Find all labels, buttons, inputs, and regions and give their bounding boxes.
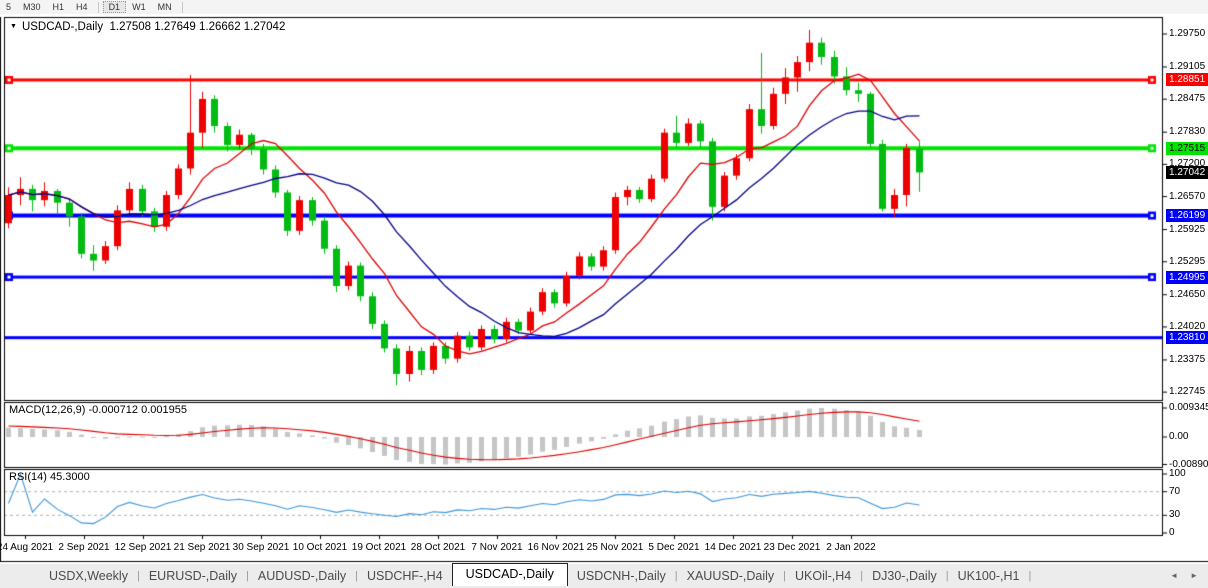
date-axis-label: 23 Dec 2021	[763, 542, 821, 553]
rsi-indicator-label: RSI(14) 45.3000	[9, 471, 90, 483]
rsi-axis-label: 30	[1169, 509, 1181, 521]
date-axis-label: 28 Oct 2021	[410, 542, 466, 553]
tab-audusd-daily[interactable]: AUDUSD-,Daily	[257, 569, 347, 583]
date-axis-label: 2 Sep 2021	[58, 542, 110, 553]
symbol-name: USDCAD-,Daily	[21, 21, 104, 33]
symbol-tab-bar: USDX,Weekly | EURUSD-,Daily | AUDUSD-,Da…	[0, 563, 1208, 588]
price-axis-label: 1.27200	[1169, 158, 1206, 170]
tab-uk100-h1[interactable]: UK100-,H1	[957, 569, 1020, 583]
date-axis-label: 10 Oct 2021	[292, 542, 348, 553]
timeframe-m30-button[interactable]: M30	[23, 2, 41, 12]
timeframe-d1-button[interactable]: D1	[102, 1, 127, 13]
tab-usdx-weekly[interactable]: USDX,Weekly	[49, 569, 128, 583]
date-axis-label: 7 Nov 2021	[471, 542, 523, 553]
tab-separator: |	[1028, 570, 1032, 582]
ohlc-values: 1.27508 1.27649 1.26662 1.27042	[109, 21, 286, 33]
macd-indicator-label: MACD(12,26,9) -0.000712 0.001955	[9, 404, 187, 416]
date-axis-label: 25 Nov 2021	[586, 542, 644, 553]
tab-separator: |	[945, 570, 949, 582]
date-axis-label: 14 Dec 2021	[704, 542, 762, 553]
price-axis-label: 1.24650	[1169, 288, 1206, 300]
tab-scroll-left-icon[interactable]: ◄	[1170, 571, 1179, 580]
chart-area: ▼ USDCAD-,Daily 1.27508 1.27649 1.26662 1…	[0, 14, 1208, 564]
timeframe-mn-button[interactable]: MN	[157, 2, 172, 12]
chart-title: ▼ USDCAD-,Daily 1.27508 1.27649 1.26662 1…	[10, 21, 285, 33]
tab-separator: |	[674, 570, 678, 582]
tab-separator: |	[860, 570, 864, 582]
price-badge: 1.27042	[1166, 165, 1208, 179]
date-axis-label: 21 Sep 2021	[173, 542, 231, 553]
timeframe-h1-button[interactable]: H1	[52, 2, 65, 12]
tab-separator: |	[783, 570, 786, 582]
rsi-name: RSI(14)	[9, 471, 47, 483]
date-axis-label: 30 Sep 2021	[232, 542, 290, 553]
tab-separator: |	[355, 570, 358, 582]
timeframe-w1-button[interactable]: W1	[132, 2, 146, 12]
macd-axis-label: 0.009345	[1169, 402, 1208, 413]
date-axis-label: 24 Aug 2021	[0, 542, 54, 553]
price-badge: 1.26199	[1166, 209, 1208, 223]
price-badge: 1.28851	[1166, 73, 1208, 87]
timeframe-h4-button[interactable]: H4	[76, 2, 88, 12]
window-menu-icon[interactable]: ▼	[10, 23, 17, 30]
price-axis-label: 1.29105	[1169, 60, 1206, 72]
date-axis-label: 19 Oct 2021	[351, 542, 407, 553]
price-chart-canvas[interactable]	[0, 14, 1208, 564]
tab-usdchf-h4[interactable]: USDCHF-,H4	[366, 569, 443, 583]
tab-separator: |	[136, 570, 140, 582]
price-badge: 1.24995	[1166, 270, 1208, 284]
price-axis-label: 1.26570	[1169, 190, 1206, 202]
rsi-axis-label: 100	[1169, 468, 1186, 479]
macd-axis-label: -0.008902	[1169, 458, 1208, 470]
tab-xauusd-daily[interactable]: XAUUSD-,Daily	[686, 569, 775, 583]
price-axis-label: 1.29750	[1169, 28, 1206, 39]
date-axis-label: 5 Dec 2021	[648, 542, 700, 553]
macd-axis-label: 0.00	[1169, 431, 1189, 442]
toolbar-separator	[181, 1, 183, 13]
macd-values: -0.000712 0.001955	[88, 404, 187, 416]
tab-usdcnh-daily[interactable]: USDCNH-,Daily	[576, 569, 666, 583]
price-axis-label: 1.28475	[1169, 93, 1206, 105]
macd-name: MACD(12,26,9)	[9, 404, 86, 416]
price-axis-label: 1.23375	[1169, 353, 1206, 365]
rsi-value: 45.3000	[49, 471, 90, 483]
price-axis-label: 1.22745	[1169, 386, 1206, 398]
tab-separator: |	[246, 570, 249, 582]
tab-ukoil-h4[interactable]: UKOil-,H4	[795, 569, 852, 583]
price-axis-label: 1.24020	[1169, 320, 1206, 332]
price-axis-label: 1.25925	[1169, 223, 1206, 235]
timeframe-toolbar: 5 M30 H1 H4 D1 W1 MN	[0, 0, 1208, 14]
date-axis-label: 16 Nov 2021	[527, 542, 585, 553]
timeframe-m5-button[interactable]: 5	[6, 2, 12, 12]
tab-eurusd-daily[interactable]: EURUSD-,Daily	[148, 569, 238, 583]
price-axis-label: 1.27830	[1169, 126, 1206, 138]
date-axis-label: 12 Sep 2021	[114, 542, 172, 553]
tab-scroll-right-icon[interactable]: ►	[1190, 571, 1198, 580]
tab-usdcad-daily-active[interactable]: USDCAD-,Daily	[451, 563, 568, 586]
price-badge: 1.23810	[1166, 331, 1208, 345]
price-axis-label: 1.25295	[1169, 255, 1206, 267]
date-axis-label: 2 Jan 2022	[826, 542, 876, 553]
rsi-axis-label: 70	[1169, 485, 1181, 497]
tab-dj30-daily[interactable]: DJ30-,Daily	[872, 569, 937, 583]
toolbar-separator	[97, 1, 99, 13]
rsi-axis-label: 0	[1169, 527, 1175, 538]
price-badge: 1.27515	[1166, 141, 1208, 155]
